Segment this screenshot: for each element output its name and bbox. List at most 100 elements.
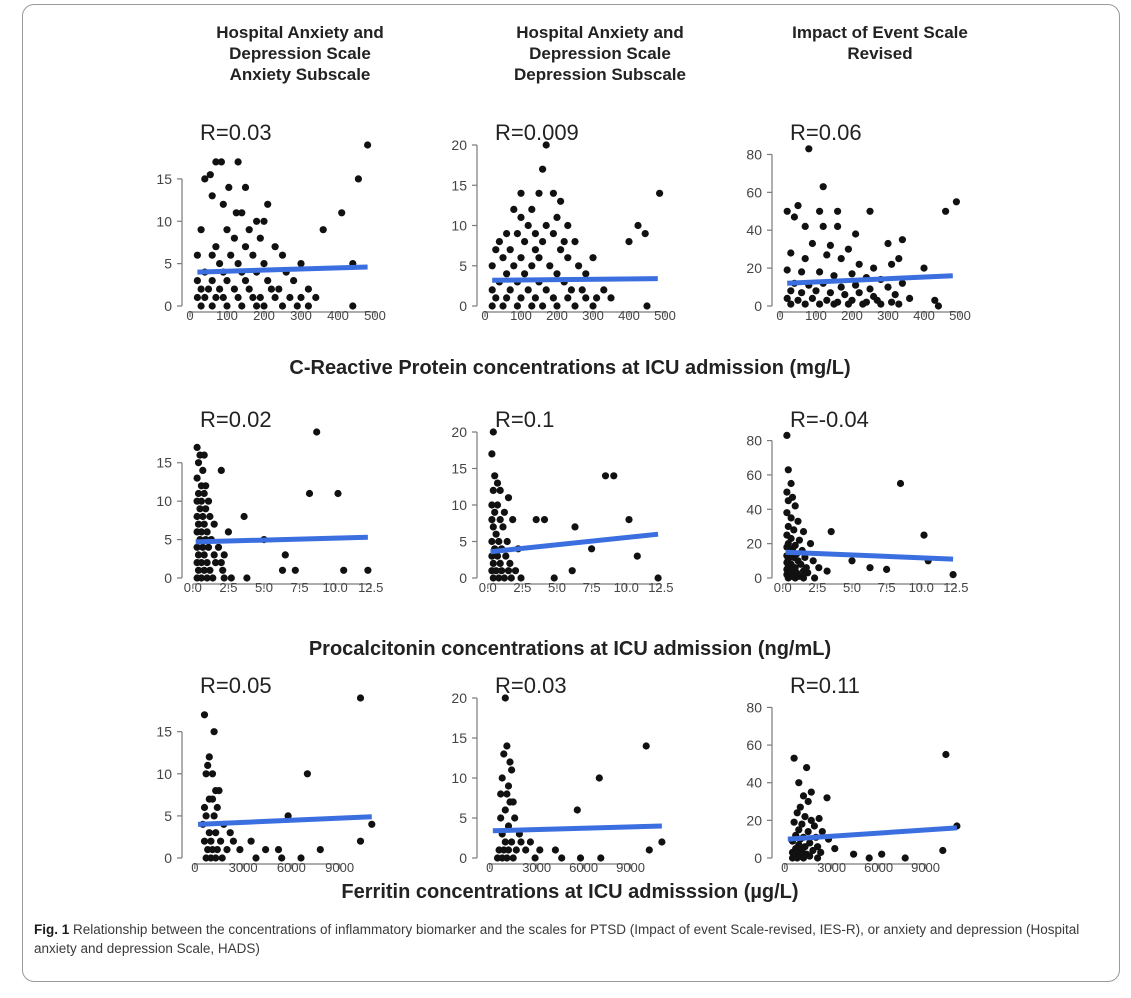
r-value-label: R=0.009 — [495, 120, 579, 145]
data-point — [517, 294, 525, 302]
data-point — [216, 285, 224, 293]
data-point — [230, 285, 238, 293]
y-tick-label: 80 — [746, 146, 762, 162]
data-point — [247, 837, 255, 845]
data-point — [488, 286, 496, 294]
data-point — [234, 158, 242, 166]
data-point — [200, 566, 208, 574]
y-tick-label: 60 — [746, 467, 762, 483]
data-point — [656, 189, 664, 197]
data-point — [193, 293, 201, 302]
regression-line — [492, 276, 658, 283]
data-point — [511, 567, 520, 575]
data-point — [304, 285, 312, 293]
data-point — [193, 474, 201, 482]
data-point — [297, 260, 305, 268]
data-point — [210, 728, 218, 736]
data-point — [557, 197, 565, 205]
data-point — [791, 574, 799, 582]
data-point — [210, 812, 218, 820]
data-point — [884, 283, 892, 291]
data-point — [491, 508, 499, 516]
scatter-panel-3-1: R=0.05 0 5 10 15 0 3000 6000 9000 — [156, 673, 376, 875]
data-point — [801, 222, 809, 230]
data-point — [508, 766, 516, 774]
data-point — [567, 286, 576, 294]
data-point — [787, 300, 795, 308]
data-point — [801, 813, 809, 821]
data-point — [495, 574, 503, 582]
data-point — [503, 294, 511, 302]
data-point — [229, 837, 237, 845]
data-point — [852, 281, 860, 289]
column-headers: Hospital Anxiety and Depression Scale Anxi… — [216, 23, 968, 84]
r-value-label: R=0.03 — [495, 673, 567, 698]
data-point — [790, 754, 798, 762]
data-point — [267, 285, 275, 293]
data-point — [816, 300, 824, 308]
data-point — [194, 551, 203, 559]
data-point — [571, 238, 579, 246]
x-tick-label: 6000 — [569, 860, 598, 875]
data-point — [249, 293, 257, 302]
data-point — [199, 543, 207, 551]
data-point — [249, 251, 257, 259]
data-point — [488, 516, 496, 524]
data-point — [573, 806, 581, 814]
data-point — [826, 289, 835, 297]
data-point — [271, 293, 279, 302]
data-point — [535, 189, 543, 197]
x-tick-label: 2.5 — [219, 580, 237, 595]
y-tick-label: 5 — [164, 532, 172, 548]
data-point — [513, 230, 522, 238]
x-tick-label: 5.0 — [548, 580, 566, 595]
data-point — [204, 543, 213, 551]
x-tick-label: 0 — [481, 308, 488, 323]
data-point — [797, 560, 805, 568]
data-point — [506, 758, 514, 766]
data-point — [206, 512, 214, 521]
data-point — [823, 794, 831, 802]
data-point — [495, 238, 503, 246]
data-point — [245, 285, 253, 293]
data-point — [193, 251, 201, 259]
data-point — [499, 523, 507, 531]
data-point — [588, 545, 596, 553]
y-tick-label: 15 — [156, 171, 172, 187]
data-point — [658, 838, 666, 846]
data-point — [202, 812, 210, 820]
data-point — [506, 286, 514, 294]
data-point — [230, 234, 238, 242]
data-point — [807, 788, 815, 796]
data-point — [278, 302, 287, 310]
column-header-1: Hospital Anxiety and Depression Scale Anxi… — [216, 23, 384, 84]
data-point — [240, 512, 248, 521]
data-point — [504, 822, 513, 830]
data-point — [498, 567, 506, 575]
data-point — [784, 497, 792, 505]
data-point — [498, 774, 506, 782]
data-point — [212, 854, 220, 862]
y-tick-label: 15 — [451, 177, 467, 193]
data-point — [517, 254, 525, 262]
data-point — [528, 205, 536, 213]
data-point — [790, 213, 799, 221]
data-point — [799, 528, 808, 536]
data-point — [898, 236, 907, 244]
y-tick-label: 80 — [746, 699, 762, 715]
data-point — [553, 213, 561, 221]
data-point — [256, 293, 264, 302]
data-point — [888, 260, 896, 268]
data-point — [883, 565, 891, 574]
data-point — [223, 302, 231, 310]
data-point — [783, 294, 791, 302]
data-point — [197, 302, 205, 310]
data-point — [641, 230, 649, 238]
x-tick-label: 0.0 — [774, 580, 792, 595]
y-tick-label: 0 — [164, 850, 172, 866]
data-point — [260, 302, 268, 310]
data-point — [805, 145, 813, 153]
x-tick-label: 300 — [877, 308, 899, 323]
